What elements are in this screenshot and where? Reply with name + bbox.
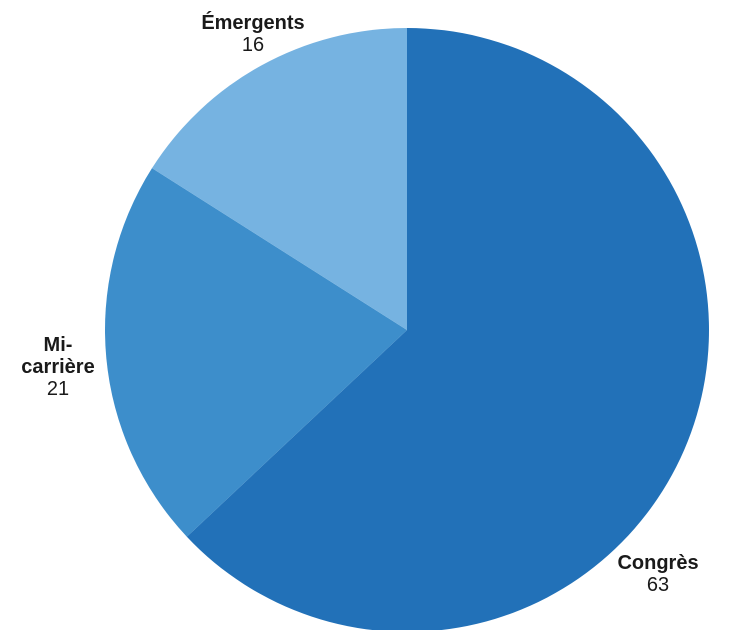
pie-slice-1 [104,168,407,537]
slice-label-1: Mi-carrière 21 [21,334,94,400]
slice-label-text-1: Mi-carrière 21 [21,334,94,400]
slice-label-0: Congrès 63 [617,552,698,596]
slice-label-text-2: Émergents 16 [201,11,304,56]
slice-value: 63 [647,574,669,596]
pie-slice-0 [186,28,710,630]
slice-name: carrière [21,356,94,378]
pie-slice-2 [152,28,407,330]
slice-name: Congrès [617,552,698,574]
slice-label-text-0: Congrès 63 [617,552,698,596]
slice-label-2: Émergents 16 [201,11,304,56]
slice-value: 21 [47,378,69,400]
slice-name: Émergents [201,11,304,34]
slice-name: Mi- [44,334,73,356]
slice-value: 16 [242,34,264,56]
